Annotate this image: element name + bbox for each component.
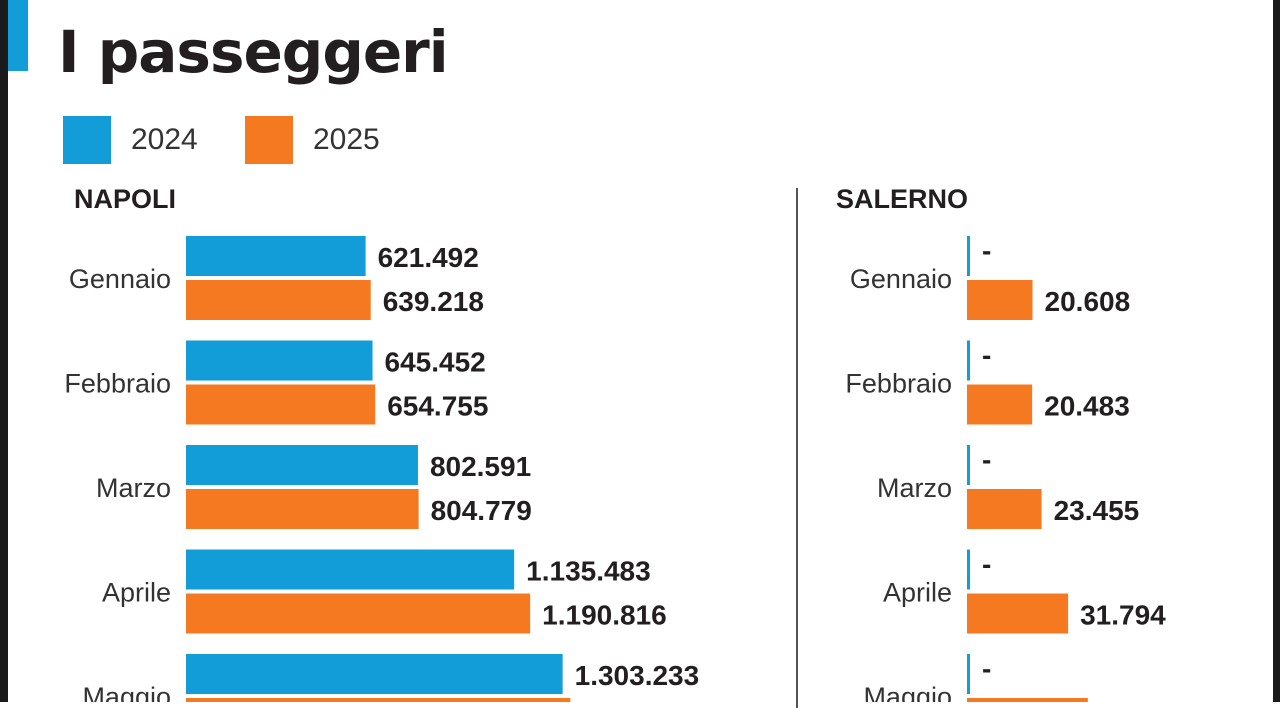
bar-napoli-2024-febbraio (186, 340, 373, 381)
bar-napoli-2025-marzo (186, 489, 419, 529)
bar-salerno-2025-marzo (967, 489, 1042, 529)
bar-salerno-2024-aprile (967, 549, 970, 590)
value-label: 1.135.483 (526, 556, 651, 587)
value-label: 639.218 (383, 286, 484, 317)
value-label: 1.190.816 (542, 600, 667, 631)
value-label: - (982, 340, 991, 371)
category-label: Febbraio (64, 369, 171, 399)
bar-napoli-2024-gennaio (186, 236, 366, 276)
bar-napoli-2025-aprile (186, 593, 531, 634)
value-label: 621.492 (378, 242, 479, 273)
legend-label: 2024 (131, 123, 198, 156)
value-label: 23.455 (1054, 495, 1140, 526)
value-label: 31.794 (1080, 600, 1166, 631)
bar-napoli-2024-maggio (186, 654, 563, 694)
category-label: Maggio (82, 682, 171, 702)
accent-bar (8, 0, 28, 71)
category-label: Gennaio (850, 264, 952, 294)
legend-item-2024: 2024 (63, 116, 198, 164)
value-label: 804.779 (431, 495, 532, 526)
legend-label: 2025 (313, 123, 380, 156)
bar-salerno-2024-marzo (967, 445, 970, 485)
value-label: - (982, 549, 991, 580)
category-label: Aprile (883, 578, 952, 608)
category-label: Gennaio (69, 264, 171, 294)
bar-salerno-2025-aprile (967, 593, 1069, 634)
bar-napoli-2025-febbraio (186, 384, 376, 425)
category-label: Aprile (102, 578, 171, 608)
category-label: Marzo (877, 473, 952, 503)
legend-swatch-2025 (245, 116, 293, 164)
bar-napoli-2025-maggio (186, 698, 571, 702)
category-label: Maggio (863, 682, 952, 702)
value-label: 20.483 (1044, 391, 1130, 422)
bar-salerno-2024-maggio (967, 654, 970, 694)
bar-napoli-2025-gennaio (186, 280, 371, 320)
value-label: 645.452 (385, 347, 486, 378)
legend-swatch-2024 (63, 116, 111, 164)
bar-napoli-2024-aprile (186, 549, 515, 590)
left-border (0, 0, 8, 702)
bar-salerno-2025-febbraio (967, 384, 1033, 425)
bar-salerno-2024-febbraio (967, 340, 970, 381)
value-label: 1.303.233 (575, 660, 700, 691)
value-label: 654.755 (387, 391, 488, 422)
category-label: Febbraio (845, 369, 952, 399)
panel-title-napoli: NAPOLI (74, 184, 177, 214)
chart-title: I passeggeri (58, 18, 449, 86)
panel-title-salerno: SALERNO (836, 184, 969, 214)
bar-salerno-2025-maggio (967, 698, 1088, 702)
right-border (1273, 0, 1280, 702)
value-label: - (982, 235, 991, 266)
panel-divider (796, 188, 798, 708)
category-label: Marzo (96, 473, 171, 503)
legend-item-2025: 2025 (245, 116, 380, 164)
value-label: 802.591 (430, 451, 531, 482)
bar-salerno-2024-gennaio (967, 236, 970, 276)
value-label: 20.608 (1045, 286, 1131, 317)
value-label: - (982, 653, 991, 684)
bar-napoli-2024-marzo (186, 445, 418, 485)
bar-salerno-2025-gennaio (967, 280, 1033, 320)
value-label: - (982, 444, 991, 475)
